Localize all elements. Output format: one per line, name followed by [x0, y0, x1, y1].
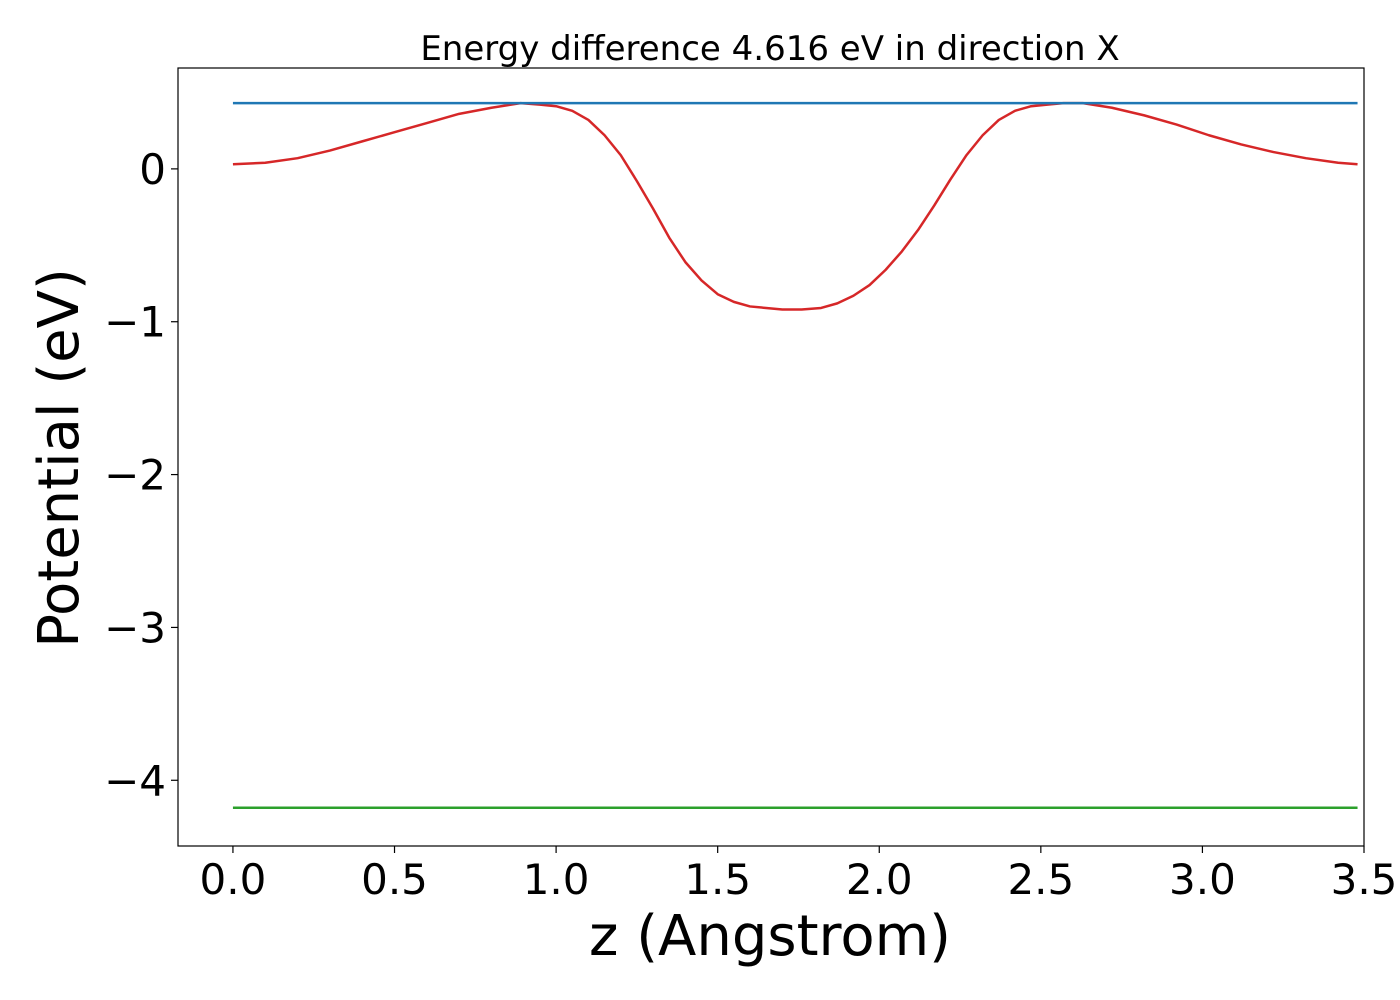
x-tick-label: 3.5 — [1331, 855, 1398, 904]
y-tick-label: −3 — [104, 603, 166, 652]
x-tick-label: 1.0 — [523, 855, 590, 904]
y-axis-ticks: 0 −1 −2 −3 −4 — [104, 145, 178, 805]
x-tick-label: 3.0 — [1169, 855, 1236, 904]
x-tick-label: 0.5 — [361, 855, 428, 904]
y-tick-label: −1 — [104, 298, 166, 347]
y-tick-label: 0 — [139, 145, 166, 194]
y-tick-label: −4 — [104, 756, 166, 805]
y-axis-title: Potential (eV) — [27, 268, 92, 648]
x-tick-label: 0.0 — [200, 855, 267, 904]
plot-area-frame — [177, 67, 1365, 847]
x-tick-label: 2.0 — [846, 855, 913, 904]
x-axis-ticks: 0.0 0.5 1.0 1.5 2.0 2.5 3.0 3.5 — [200, 846, 1398, 904]
series-line-0 — [232, 101, 1358, 311]
x-axis-title: z (Angstrom) — [589, 904, 951, 969]
series-layer — [232, 101, 1358, 810]
x-tick-label: 2.5 — [1007, 855, 1074, 904]
x-tick-label: 1.5 — [684, 855, 751, 904]
chart-title: Energy difference 4.616 eV in direction … — [420, 29, 1119, 69]
y-tick-label: −2 — [104, 451, 166, 500]
